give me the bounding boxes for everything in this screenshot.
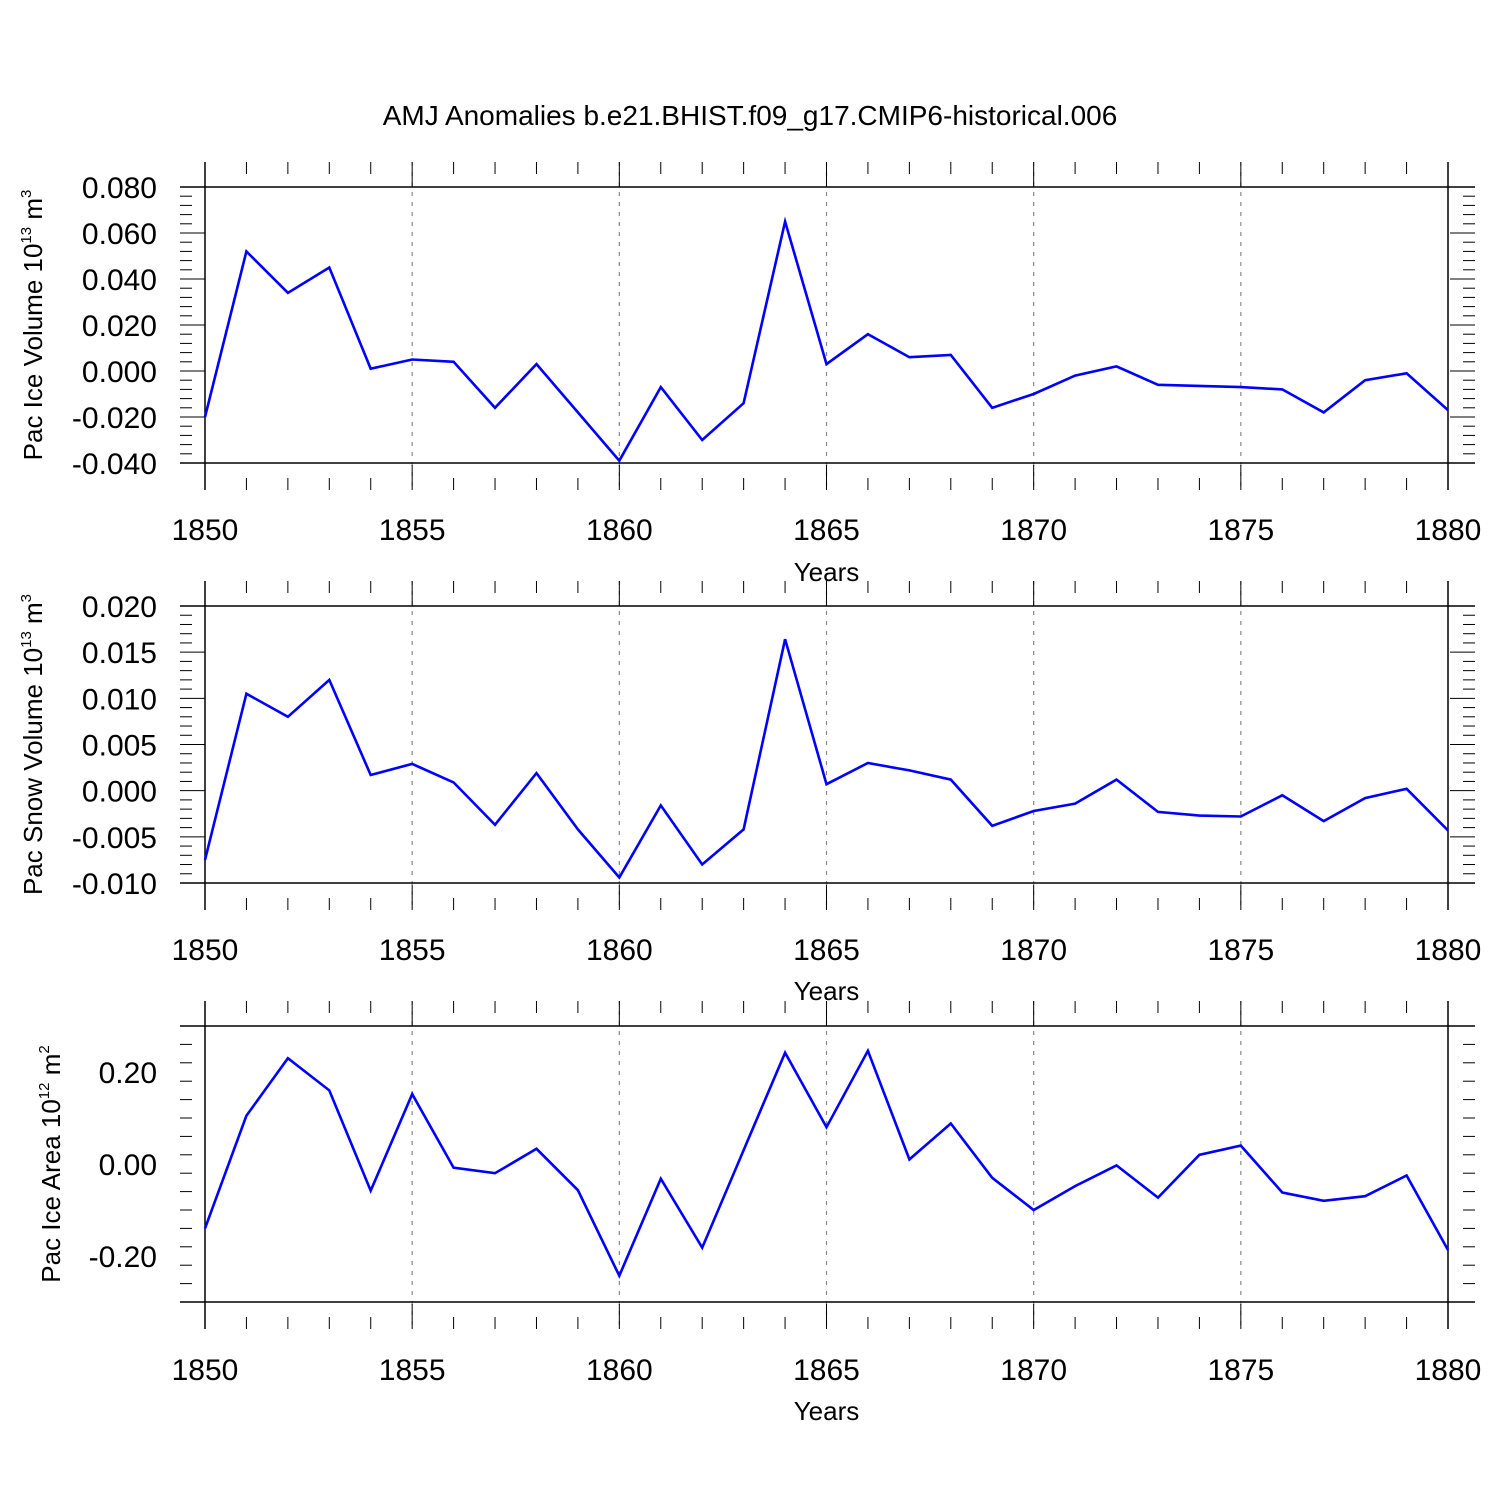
x-tick-label: 1880 — [1415, 934, 1482, 967]
x-axis-label: Years — [794, 1396, 860, 1426]
y-tick-label: 0.015 — [82, 637, 157, 670]
x-tick-label: 1870 — [1000, 1354, 1067, 1387]
x-tick-label: 1855 — [379, 514, 446, 547]
x-tick-label: 1850 — [172, 514, 239, 547]
x-tick-label: 1850 — [172, 1354, 239, 1387]
y-axis-label-superscript: 12 — [36, 1082, 53, 1099]
y-axis-label-superscript: 2 — [36, 1045, 53, 1053]
y-tick-label: 0.010 — [82, 683, 157, 716]
y-axis-label: Pac Ice Area 1012 m2 — [36, 1045, 66, 1282]
y-tick-label: 0.000 — [82, 776, 157, 809]
y-axis-label-text: Pac Ice Volume 10 — [18, 244, 48, 461]
y-tick-label: 0.005 — [82, 730, 157, 763]
y-axis-label-text: m — [18, 198, 48, 227]
x-tick-label: 1870 — [1000, 514, 1067, 547]
y-tick-label: -0.010 — [72, 868, 157, 901]
y-axis-label-superscript: 3 — [18, 190, 35, 198]
x-tick-label: 1865 — [793, 934, 860, 967]
y-axis-label-superscript: 13 — [18, 227, 35, 244]
x-tick-label: 1855 — [379, 934, 446, 967]
x-tick-label: 1875 — [1207, 514, 1274, 547]
x-tick-label: 1865 — [793, 514, 860, 547]
ice-area-panel: 0.20 0.00 -0.20 1850 1855 1860 1865 1870 1875 188… — [36, 1001, 1481, 1426]
y-tick-label: 0.000 — [82, 356, 157, 389]
y-tick-label: 0.20 — [99, 1057, 157, 1090]
y-axis-label-text: Pac Ice Area 10 — [36, 1099, 66, 1283]
figure-title: AMJ Anomalies b.e21.BHIST.f09_g17.CMIP6-… — [383, 100, 1118, 131]
y-axis-label: Pac Snow Volume 1013 m3 — [18, 594, 48, 895]
x-tick-label: 1865 — [793, 1354, 860, 1387]
y-tick-label: 0.020 — [82, 591, 157, 624]
y-tick-label: -0.005 — [72, 822, 157, 855]
x-tick-label: 1870 — [1000, 934, 1067, 967]
y-tick-label: 0.080 — [82, 172, 157, 205]
y-axis-label-superscript: 13 — [18, 631, 35, 648]
x-tick-label: 1850 — [172, 934, 239, 967]
y-tick-label: -0.20 — [89, 1241, 157, 1274]
ice-volume-panel: 0.080 0.060 0.040 0.020 0.000 -0.020 -0.040 185… — [18, 162, 1481, 587]
y-tick-label: 0.040 — [82, 264, 157, 297]
x-tick-label: 1860 — [586, 1354, 653, 1387]
y-axis-label-text: Pac Snow Volume 10 — [18, 648, 48, 895]
y-tick-label: 0.060 — [82, 218, 157, 251]
y-tick-label: -0.020 — [72, 402, 157, 435]
y-axis-label-text: m — [18, 602, 48, 631]
x-tick-label: 1860 — [586, 514, 653, 547]
y-tick-label: 0.00 — [99, 1149, 157, 1182]
y-tick-label: -0.040 — [72, 448, 157, 481]
y-axis-label-text: m — [36, 1054, 66, 1083]
x-tick-label: 1855 — [379, 1354, 446, 1387]
x-tick-label: 1880 — [1415, 514, 1482, 547]
x-tick-label: 1875 — [1207, 934, 1274, 967]
x-tick-label: 1860 — [586, 934, 653, 967]
snow-volume-panel: 0.020 0.015 0.010 0.005 0.000 -0.005 -0.010 185… — [18, 581, 1481, 1006]
x-tick-label: 1880 — [1415, 1354, 1482, 1387]
y-tick-label: 0.020 — [82, 310, 157, 343]
x-tick-label: 1875 — [1207, 1354, 1274, 1387]
y-axis-label: Pac Ice Volume 1013 m3 — [18, 190, 48, 461]
y-axis-label-superscript: 3 — [18, 594, 35, 602]
